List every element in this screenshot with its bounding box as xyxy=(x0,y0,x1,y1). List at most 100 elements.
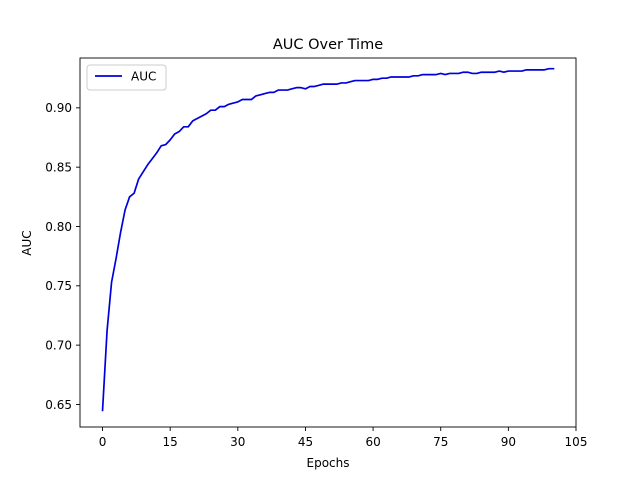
y-tick-label: 0.65 xyxy=(45,398,72,412)
data-point xyxy=(242,99,243,100)
data-point xyxy=(152,159,153,160)
x-tick-label: 45 xyxy=(298,435,313,449)
data-point xyxy=(107,331,108,332)
data-point xyxy=(535,70,536,71)
y-axis-title: AUC xyxy=(20,230,34,255)
data-point xyxy=(413,76,414,77)
data-point xyxy=(382,78,383,79)
data-point xyxy=(229,104,230,105)
data-point xyxy=(364,80,365,81)
data-point xyxy=(463,72,464,73)
series-layer xyxy=(101,67,555,412)
data-point xyxy=(540,70,541,71)
data-point xyxy=(467,72,468,73)
data-point xyxy=(337,84,338,85)
data-point xyxy=(283,90,284,91)
x-tick-label: 60 xyxy=(365,435,380,449)
y-tick-label: 0.70 xyxy=(45,338,72,352)
data-point xyxy=(206,113,207,114)
data-point xyxy=(143,172,144,173)
data-point xyxy=(269,92,270,93)
data-point xyxy=(129,197,130,198)
data-point xyxy=(418,76,419,77)
x-tick-label: 90 xyxy=(501,435,516,449)
data-point xyxy=(440,73,441,74)
data-point xyxy=(495,72,496,73)
data-point xyxy=(156,153,157,154)
x-tick-label: 0 xyxy=(99,435,107,449)
data-point xyxy=(449,73,450,74)
x-tick-label: 30 xyxy=(230,435,245,449)
plot-area-frame xyxy=(79,57,577,428)
data-point xyxy=(472,73,473,74)
data-point xyxy=(513,71,514,72)
data-point xyxy=(170,140,171,141)
x-axis-ticks: 0 15 30 45 60 75 90 105 xyxy=(99,427,587,449)
data-point xyxy=(134,193,135,194)
data-point xyxy=(102,410,103,411)
data-point xyxy=(355,80,356,81)
data-point xyxy=(436,74,437,75)
data-point xyxy=(454,73,455,74)
data-point xyxy=(445,74,446,75)
data-point xyxy=(219,106,220,107)
data-point xyxy=(526,70,527,71)
data-point xyxy=(215,110,216,111)
data-point xyxy=(319,85,320,86)
data-point xyxy=(386,78,387,79)
data-point xyxy=(310,86,311,87)
data-point xyxy=(377,79,378,80)
data-point xyxy=(332,84,333,85)
data-point xyxy=(490,72,491,73)
x-axis-title: Epochs xyxy=(307,456,350,470)
legend: AUC xyxy=(86,64,167,91)
chart-title: AUC Over Time xyxy=(273,37,383,53)
data-point xyxy=(544,70,545,71)
data-point xyxy=(147,164,148,165)
data-point xyxy=(368,80,369,81)
data-point xyxy=(517,71,518,72)
data-point xyxy=(395,77,396,78)
data-point xyxy=(341,83,342,84)
data-point xyxy=(409,77,410,78)
y-tick-label: 0.90 xyxy=(45,101,72,115)
data-point xyxy=(174,134,175,135)
data-point xyxy=(251,99,252,100)
data-point xyxy=(274,92,275,93)
data-point xyxy=(278,90,279,91)
data-point xyxy=(504,72,505,73)
data-point xyxy=(183,127,184,128)
data-point xyxy=(323,84,324,85)
data-point xyxy=(391,77,392,78)
data-point xyxy=(431,74,432,75)
data-point xyxy=(427,74,428,75)
data-point xyxy=(179,131,180,132)
data-point xyxy=(210,110,211,111)
data-point xyxy=(400,77,401,78)
data-point xyxy=(328,84,329,85)
data-point xyxy=(238,102,239,103)
data-point xyxy=(233,103,234,104)
data-point xyxy=(161,146,162,147)
data-point xyxy=(256,96,257,97)
data-point xyxy=(192,121,193,122)
data-point xyxy=(260,94,261,95)
data-point xyxy=(138,179,139,180)
data-point xyxy=(314,86,315,87)
data-point xyxy=(247,99,248,100)
data-point xyxy=(404,77,405,78)
data-point xyxy=(224,106,225,107)
data-point xyxy=(549,68,550,69)
data-point xyxy=(422,74,423,75)
data-point xyxy=(120,232,121,233)
data-point xyxy=(296,87,297,88)
legend-box xyxy=(86,64,167,91)
y-axis-ticks: 0.65 0.70 0.75 0.80 0.85 0.90 xyxy=(45,101,80,412)
data-point xyxy=(111,282,112,283)
data-point xyxy=(197,118,198,119)
data-point xyxy=(499,71,500,72)
data-point xyxy=(125,210,126,211)
data-point xyxy=(287,90,288,91)
data-point xyxy=(531,70,532,71)
